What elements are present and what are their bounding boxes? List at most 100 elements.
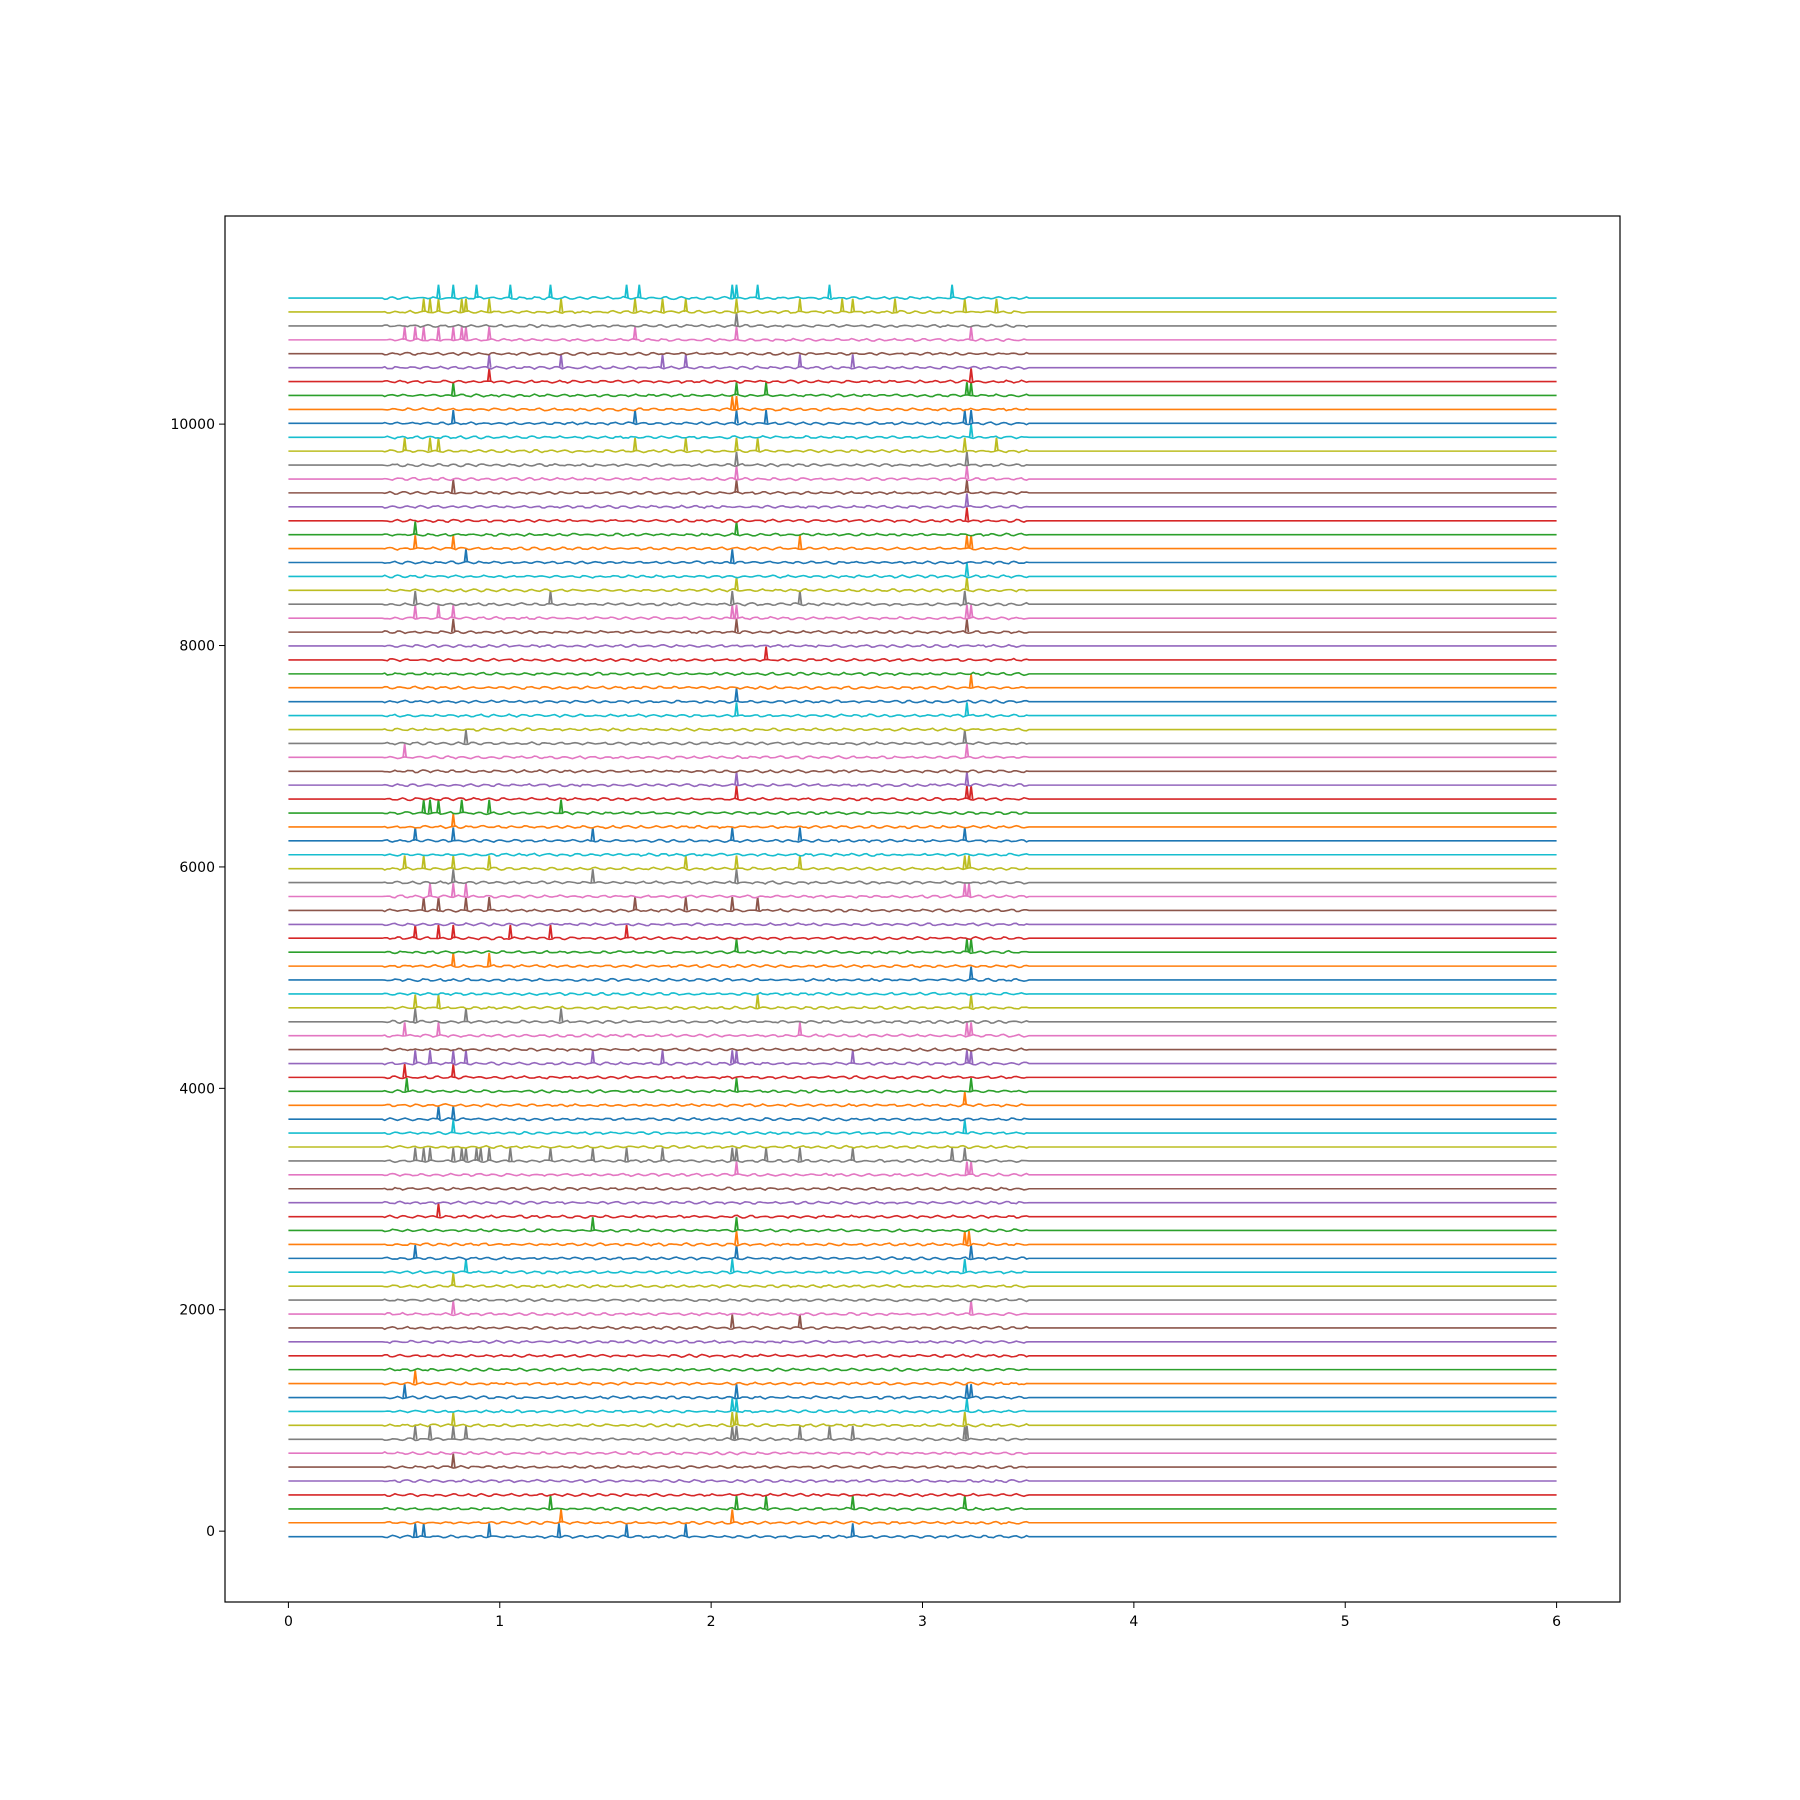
trace-line bbox=[288, 435, 1557, 440]
x-tick-label: 1 bbox=[495, 1614, 504, 1630]
trace-spike bbox=[734, 284, 739, 299]
trace-line bbox=[288, 713, 1557, 718]
trace-spike bbox=[729, 549, 735, 563]
trace-line bbox=[288, 671, 1557, 677]
trace-spike bbox=[968, 1384, 974, 1398]
trace-spike bbox=[459, 799, 465, 814]
trace-spike bbox=[839, 298, 845, 313]
trace-line bbox=[288, 1130, 1557, 1136]
trace-line bbox=[288, 588, 1557, 593]
trace-spike bbox=[827, 284, 832, 299]
trace-spike bbox=[968, 409, 974, 424]
trace-line bbox=[288, 1102, 1557, 1108]
trace-spike bbox=[729, 897, 735, 911]
trace-spike bbox=[964, 382, 970, 396]
trace-spike bbox=[450, 827, 456, 841]
trace-line bbox=[288, 574, 1557, 579]
trace-spike bbox=[450, 924, 456, 939]
trace-line bbox=[288, 1158, 1557, 1164]
trace-line bbox=[288, 476, 1557, 482]
trace-spike bbox=[474, 284, 479, 299]
trace-spike bbox=[402, 1384, 408, 1398]
trace-line bbox=[288, 685, 1557, 690]
trace-spike bbox=[964, 743, 970, 758]
trace-spike bbox=[450, 618, 456, 633]
trace-line bbox=[288, 601, 1557, 607]
trace-spike bbox=[729, 284, 735, 299]
trace-line bbox=[288, 629, 1557, 635]
trace-line bbox=[288, 1089, 1557, 1094]
trace-line bbox=[288, 796, 1557, 802]
trace-spike bbox=[850, 354, 856, 368]
trace-spike bbox=[763, 409, 769, 424]
trace-line bbox=[288, 1492, 1557, 1498]
trace-spike bbox=[994, 298, 999, 313]
trace-spike bbox=[949, 284, 955, 299]
trace-lines bbox=[288, 284, 1557, 1539]
trace-line bbox=[288, 309, 1557, 315]
y-tick-label: 6000 bbox=[179, 860, 215, 876]
trace-line bbox=[288, 1200, 1557, 1205]
trace-spike bbox=[755, 284, 761, 299]
trace-line bbox=[288, 1297, 1557, 1303]
trace-line bbox=[288, 977, 1557, 983]
trace-line bbox=[288, 963, 1557, 969]
y-tick-label: 0 bbox=[206, 1524, 215, 1540]
trace-spike bbox=[968, 966, 974, 981]
trace-line bbox=[288, 949, 1557, 955]
trace-line bbox=[288, 1061, 1557, 1066]
trace-line bbox=[288, 1381, 1557, 1386]
trace-spike bbox=[556, 1523, 562, 1537]
trace-line bbox=[288, 532, 1557, 537]
trace-line bbox=[288, 504, 1557, 510]
trace-line bbox=[288, 838, 1557, 844]
x-axis: 0 1 2 3 4 5 6 bbox=[284, 1602, 1561, 1630]
trace-spike bbox=[994, 437, 999, 452]
trace-line bbox=[288, 1172, 1557, 1178]
trace-spike bbox=[412, 1244, 418, 1259]
trace-line bbox=[288, 1033, 1557, 1038]
trace-line bbox=[288, 1186, 1557, 1191]
trace-spike bbox=[548, 924, 553, 939]
trace-spike bbox=[734, 1161, 739, 1175]
trace-spike bbox=[412, 1147, 418, 1162]
x-tick-label: 2 bbox=[707, 1614, 716, 1630]
trace-spike bbox=[734, 298, 739, 313]
trace-spike bbox=[968, 604, 974, 619]
trace-line bbox=[288, 1117, 1557, 1122]
trace-line bbox=[288, 1242, 1557, 1247]
trace-line bbox=[288, 1283, 1557, 1289]
trace-spike bbox=[590, 869, 596, 883]
trace-spike bbox=[427, 1050, 433, 1064]
trace-spike bbox=[427, 1147, 433, 1162]
trace-spike bbox=[734, 1217, 739, 1231]
trace-spike bbox=[427, 799, 433, 814]
trace-spike bbox=[624, 924, 629, 939]
trace-line bbox=[288, 1005, 1557, 1011]
trace-line bbox=[288, 991, 1557, 997]
trace-spike bbox=[548, 284, 553, 299]
trace-spike bbox=[412, 1050, 418, 1064]
trace-line bbox=[288, 407, 1557, 412]
trace-spike bbox=[729, 1258, 735, 1273]
trace-spike bbox=[729, 1147, 735, 1162]
trace-spike bbox=[729, 590, 735, 605]
trace-line bbox=[288, 448, 1557, 454]
trace-spike bbox=[734, 451, 739, 466]
trace-spike bbox=[966, 855, 972, 869]
trace-line bbox=[288, 351, 1557, 356]
trace-spike bbox=[797, 354, 803, 368]
trace-line bbox=[288, 1478, 1557, 1484]
trace-line bbox=[288, 1339, 1557, 1345]
trace-spike bbox=[734, 855, 739, 869]
trace-line bbox=[288, 295, 1557, 301]
trace-line bbox=[288, 755, 1557, 760]
trace-spike bbox=[734, 396, 739, 410]
trace-spike bbox=[402, 437, 408, 452]
trace-spike bbox=[558, 799, 564, 814]
trace-spike bbox=[729, 1509, 735, 1523]
trace-spike bbox=[850, 298, 856, 313]
trace-spike bbox=[850, 1425, 856, 1440]
